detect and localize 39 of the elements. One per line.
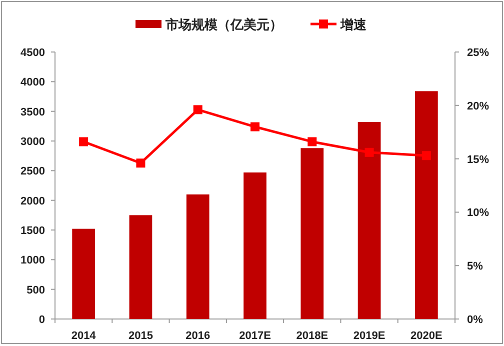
y-tick-label: 4000 bbox=[20, 76, 45, 89]
bar bbox=[358, 122, 381, 319]
y-tick-label: 3500 bbox=[20, 106, 45, 118]
x-tick-label: 2015 bbox=[128, 330, 153, 342]
y2-tick-label: 15% bbox=[467, 154, 490, 166]
point bbox=[250, 122, 260, 132]
point bbox=[136, 158, 146, 168]
legend-label: 市场规模（亿美元） bbox=[164, 17, 282, 32]
bar bbox=[415, 91, 438, 319]
point bbox=[79, 137, 88, 146]
bar bbox=[186, 194, 210, 319]
y2-tick-label: 5% bbox=[467, 260, 484, 273]
y-tick-label: 2000 bbox=[20, 195, 45, 208]
y-tick-label: 4500 bbox=[20, 47, 45, 59]
x-tick-label: 2019E bbox=[353, 330, 386, 342]
y-tick-label: 3000 bbox=[20, 136, 45, 148]
x-tick-label: 2018E bbox=[296, 330, 328, 342]
y-tick-label: 1000 bbox=[20, 254, 45, 267]
y-tick-label: 500 bbox=[26, 284, 45, 296]
y-tick-label: 2500 bbox=[20, 166, 45, 178]
point bbox=[193, 105, 202, 114]
bar bbox=[244, 172, 266, 319]
bar bbox=[300, 148, 324, 319]
bar bbox=[129, 215, 152, 319]
y2-tick-label: 0% bbox=[467, 314, 484, 326]
y-tick-label: 1500 bbox=[20, 225, 45, 237]
x-tick-label: 2017E bbox=[239, 330, 271, 342]
point bbox=[364, 148, 374, 157]
y2-tick-label: 25% bbox=[467, 47, 490, 59]
y2-tick-label: 20% bbox=[467, 100, 490, 112]
legend-label: 增速 bbox=[340, 17, 368, 32]
point bbox=[308, 137, 317, 146]
x-tick-label: 2016 bbox=[186, 330, 210, 342]
point bbox=[422, 151, 431, 160]
y-tick-label: 0 bbox=[38, 314, 45, 326]
x-tick-label: 2014 bbox=[71, 330, 97, 342]
bar bbox=[72, 228, 95, 319]
x-tick-label: 2020E bbox=[410, 330, 442, 342]
y2-tick-label: 10% bbox=[467, 207, 490, 220]
